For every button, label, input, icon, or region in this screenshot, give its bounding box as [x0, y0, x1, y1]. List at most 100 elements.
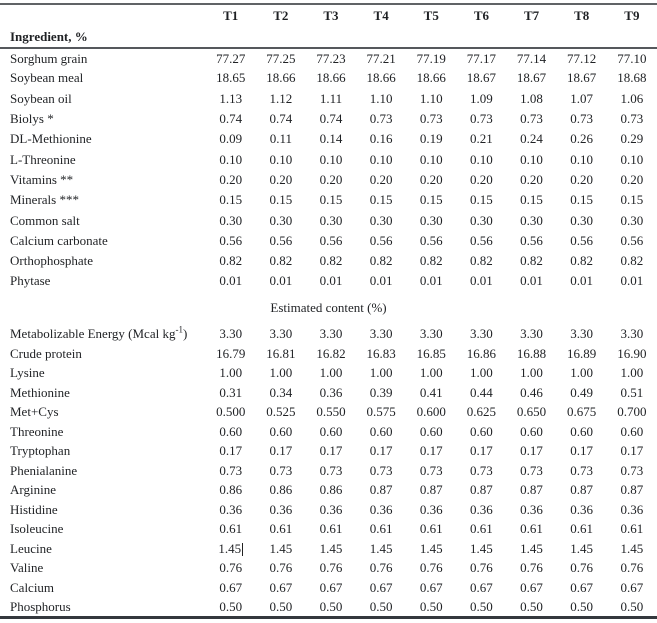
- value-cell: 0.86: [319, 482, 343, 498]
- value-cell: 0.20: [219, 171, 243, 187]
- table-row: Crude protein 16.79 16.81 16.82 16.83 16.85 16…: [0, 344, 657, 364]
- column-header-t6: T6: [473, 8, 489, 23]
- table-row: Calcium 0.67 0.67 0.67 0.67 0.67 0.67 0.67 0.67 0…: [0, 578, 657, 598]
- value-cell: 0.14: [319, 131, 343, 147]
- value-cell: 0.20: [419, 171, 443, 187]
- value-cell: 0.30: [369, 212, 393, 228]
- value-cell: 0.61: [219, 521, 243, 537]
- value-cell: 0.01: [319, 273, 343, 289]
- value-cell: 0.15: [620, 192, 644, 208]
- value-cell: 3.30: [219, 326, 243, 342]
- value-cell: 0.10: [419, 151, 443, 167]
- value-cell: 0.30: [520, 212, 543, 228]
- value-cell: 18.68: [617, 70, 647, 86]
- value-cell: 77.27: [216, 50, 246, 66]
- value-cell: 0.10: [520, 151, 543, 167]
- value-cell: 0.60: [470, 423, 493, 439]
- value-cell: 1.45: [470, 540, 493, 556]
- row-label: Arginine: [10, 482, 56, 498]
- value-cell: 0.82: [419, 253, 443, 269]
- value-cell: 0.11: [269, 131, 292, 147]
- value-cell: 0.01: [269, 273, 293, 289]
- value-cell: 0.76: [570, 560, 594, 576]
- value-cell: 0.56: [470, 232, 493, 248]
- table-row: Orthophosphate 0.82 0.82 0.82 0.82 0.82 0.82 0.…: [0, 251, 657, 271]
- value-cell: 0.10: [570, 151, 594, 167]
- value-cell: 0.15: [419, 192, 443, 208]
- value-cell: 0.20: [319, 171, 343, 187]
- superscript: -1: [175, 324, 183, 335]
- value-cell: 0.74: [219, 111, 243, 127]
- value-cell: 0.17: [269, 443, 293, 459]
- value-cell: 0.56: [620, 232, 644, 248]
- row-label: Histidine: [10, 501, 58, 517]
- value-cell: 1.08: [520, 90, 543, 106]
- feed-formulation-table: T1 T2 T3 T4 T5 T6 T7 T8 T9 Ingredient, % Sorghum…: [0, 3, 657, 619]
- value-cell: 0.61: [520, 521, 543, 537]
- value-cell: 77.12: [567, 50, 597, 66]
- value-cell: 0.15: [520, 192, 543, 208]
- table-row: L-Threonine 0.10 0.10 0.10 0.10 0.10 0.10 0.10 0…: [0, 149, 657, 169]
- value-cell: 0.20: [570, 171, 594, 187]
- value-cell: 0.73: [470, 111, 493, 127]
- table-row: Met+Cys 0.500 0.525 0.550 0.575 0.600 0.625 0.6…: [0, 403, 657, 423]
- estimated-section-header: Estimated content (%): [270, 299, 387, 315]
- row-label: Valine: [10, 560, 44, 576]
- value-cell: 1.00: [269, 365, 293, 381]
- value-cell: 0.56: [520, 232, 543, 248]
- value-cell: 0.30: [419, 212, 443, 228]
- table-row: Vitamins ** 0.20 0.20 0.20 0.20 0.20 0.20 0.20 0…: [0, 170, 657, 190]
- table-row: Lysine 1.00 1.00 1.00 1.00 1.00 1.00 1.00 1.00 1.…: [0, 364, 657, 384]
- value-cell: 0.73: [520, 462, 543, 478]
- value-cell: 0.01: [369, 273, 393, 289]
- table-row: DL-Methionine 0.09 0.11 0.14 0.16 0.19 0.21 0.2…: [0, 129, 657, 149]
- value-cell: 0.30: [470, 212, 493, 228]
- value-cell: 0.10: [369, 151, 393, 167]
- value-cell: 0.82: [269, 253, 293, 269]
- value-cell: 0.36: [319, 384, 343, 400]
- value-cell: 0.15: [219, 192, 243, 208]
- value-cell: 0.01: [620, 273, 644, 289]
- value-cell: 0.67: [319, 579, 343, 595]
- value-cell: 0.09: [219, 131, 243, 147]
- ingredient-section-header: Ingredient, %: [0, 27, 206, 49]
- value-cell: 16.79: [216, 345, 246, 361]
- table-row: Common salt 0.30 0.30 0.30 0.30 0.30 0.30 0.30 0…: [0, 210, 657, 230]
- value-cell: 0.01: [419, 273, 443, 289]
- table-row: Minerals *** 0.15 0.15 0.15 0.15 0.15 0.15 0.15…: [0, 190, 657, 210]
- column-header-t5: T5: [423, 8, 439, 23]
- value-cell: 1.12: [269, 90, 293, 106]
- value-cell: 1.00: [470, 365, 493, 381]
- value-cell: 0.17: [620, 443, 644, 459]
- value-cell: 0.15: [369, 192, 393, 208]
- text-cursor: [242, 542, 244, 556]
- value-cell: 0.39: [369, 384, 393, 400]
- value-cell: 0.74: [269, 111, 293, 127]
- value-cell: 0.17: [520, 443, 543, 459]
- value-cell: 0.30: [620, 212, 644, 228]
- value-cell: 0.50: [219, 598, 243, 614]
- value-cell: 0.73: [470, 462, 493, 478]
- value-cell: 0.56: [369, 232, 393, 248]
- value-cell: 1.13: [219, 90, 243, 106]
- value-cell: 77.25: [266, 50, 296, 66]
- value-cell: 0.50: [369, 598, 393, 614]
- value-cell: 0.60: [269, 423, 293, 439]
- value-cell: 77.17: [466, 50, 497, 66]
- value-cell: 0.76: [219, 560, 243, 576]
- table-row: Sorghum grain 77.27 77.25 77.23 77.21 77.19 77…: [0, 48, 657, 68]
- value-cell: 1.00: [419, 365, 443, 381]
- value-cell: 0.60: [369, 423, 393, 439]
- table-row: Histidine 0.36 0.36 0.36 0.36 0.36 0.36 0.36 0.3…: [0, 500, 657, 520]
- value-cell: 0.50: [470, 598, 493, 614]
- value-cell: 0.650: [516, 404, 547, 420]
- row-label: Isoleucine: [10, 521, 64, 537]
- value-cell: 0.50: [269, 598, 293, 614]
- ingredients-body: Sorghum grain 77.27 77.25 77.23 77.21 77.19 77…: [0, 48, 657, 292]
- table-row: Valine 0.76 0.76 0.76 0.76 0.76 0.76 0.76 0.76 0.…: [0, 559, 657, 579]
- table-row: Phenialanine 0.73 0.73 0.73 0.73 0.73 0.73 0.73…: [0, 461, 657, 481]
- value-cell: 0.82: [470, 253, 493, 269]
- value-cell: 0.16: [369, 131, 393, 147]
- value-cell: 0.46: [520, 384, 543, 400]
- value-cell: 0.17: [570, 443, 594, 459]
